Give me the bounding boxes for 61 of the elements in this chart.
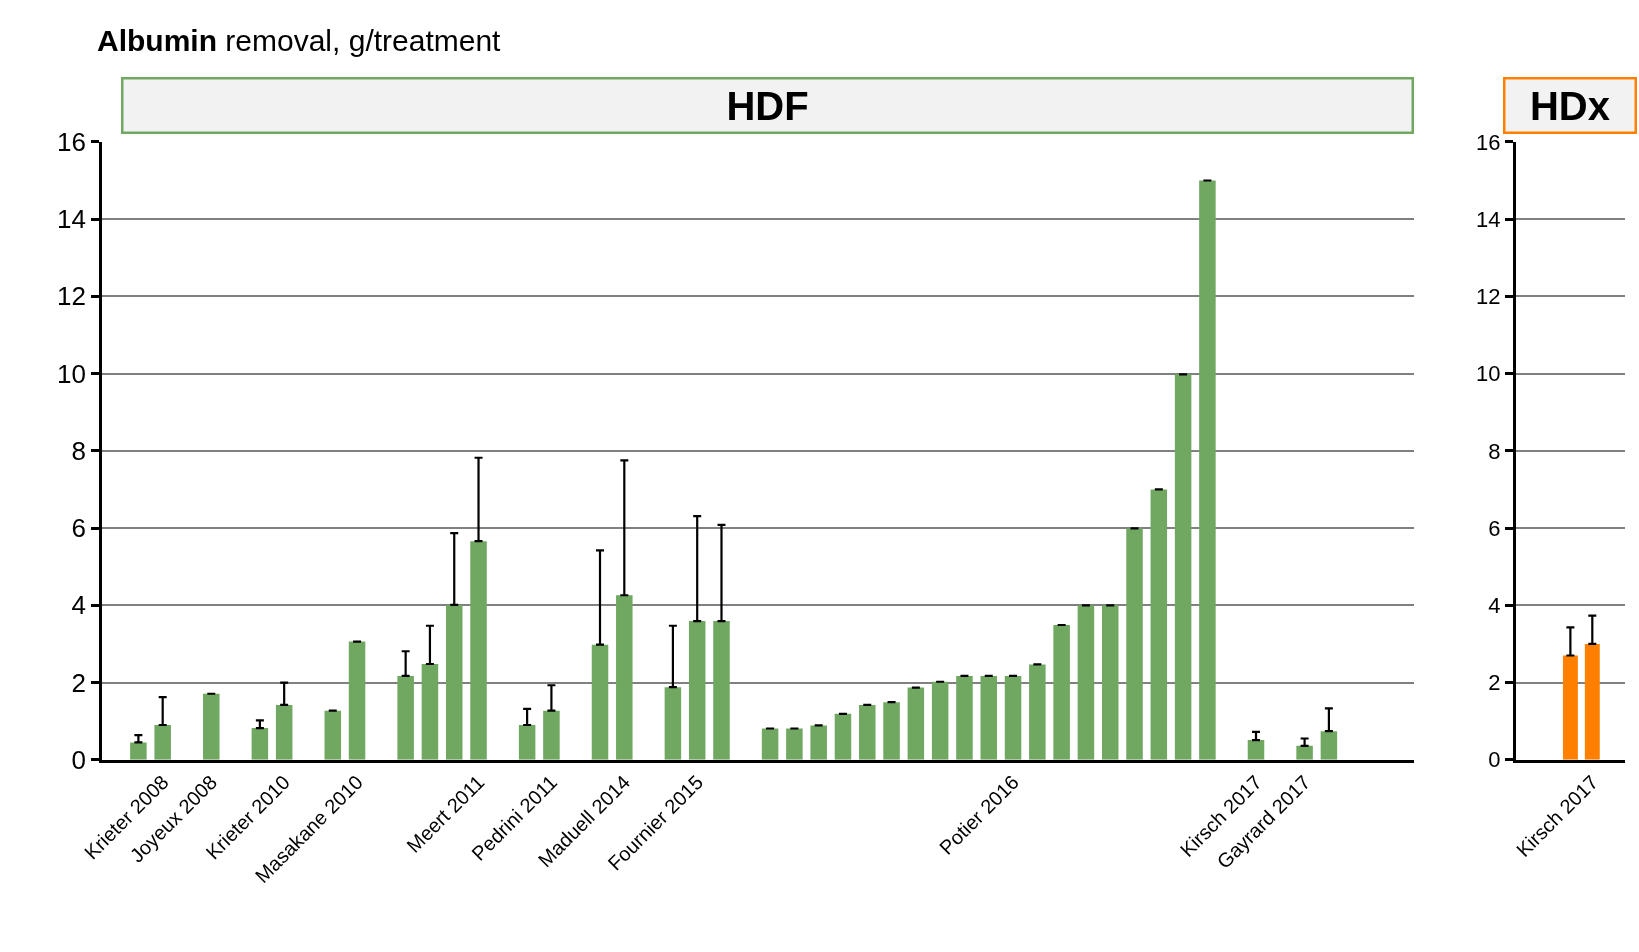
bar [1004, 675, 1022, 760]
bar [810, 725, 827, 760]
bar [324, 710, 342, 760]
chart-title: HDx [1529, 83, 1611, 128]
bar [154, 725, 171, 760]
bar [1296, 745, 1313, 760]
bar [834, 713, 852, 760]
y-tick-label: 4 [1488, 592, 1501, 618]
y-axis-title: Albumin removal, g/treatment [97, 24, 502, 57]
y-tick-label: 12 [57, 281, 86, 312]
y-tick-label: 6 [1488, 515, 1501, 541]
y-tick-label: 16 [57, 126, 86, 157]
bar [980, 675, 998, 760]
y-tick-label: 14 [57, 204, 86, 235]
bar [275, 704, 293, 760]
bar [421, 663, 439, 760]
bar [203, 693, 220, 760]
bar [130, 742, 147, 760]
y-tick-label: 2 [1488, 670, 1501, 696]
bar [470, 541, 487, 760]
bar [859, 704, 876, 760]
y-tick-label: 2 [71, 667, 86, 698]
bar [348, 641, 366, 760]
y-tick-label: 6 [71, 513, 86, 544]
bar [1101, 605, 1119, 760]
bar [543, 710, 560, 760]
bar [518, 725, 536, 760]
bar [591, 644, 609, 760]
y-tick-label: 10 [57, 358, 86, 389]
y-tick-label: 16 [1475, 129, 1501, 155]
bar [713, 621, 730, 760]
bar [1029, 664, 1046, 760]
bar [1199, 180, 1216, 760]
bar [1126, 528, 1143, 760]
y-tick-label: 14 [1475, 206, 1501, 232]
bar [761, 728, 779, 760]
bar [1053, 624, 1070, 760]
bar [397, 675, 414, 760]
bar [688, 621, 706, 760]
bar [883, 702, 900, 760]
bar [1247, 740, 1265, 760]
bar [445, 604, 463, 760]
bar [907, 687, 925, 760]
bar [1174, 374, 1192, 760]
bar [931, 681, 949, 760]
y-tick-label: 8 [1488, 438, 1501, 464]
bar [786, 728, 803, 760]
bar [1320, 731, 1338, 760]
y-tick-label: 4 [71, 590, 86, 621]
bar [664, 687, 682, 760]
y-tick-label: 0 [71, 744, 86, 775]
bar [956, 675, 973, 760]
y-tick-label: 0 [1488, 747, 1501, 773]
bar [616, 595, 633, 760]
bar [1077, 605, 1095, 760]
y-tick-label: 12 [1475, 284, 1501, 310]
y-tick-label: 8 [71, 435, 86, 466]
bar [1150, 489, 1168, 760]
y-tick-label: 10 [1475, 361, 1501, 387]
chart-title: HDF [726, 83, 809, 128]
bar [251, 728, 269, 760]
